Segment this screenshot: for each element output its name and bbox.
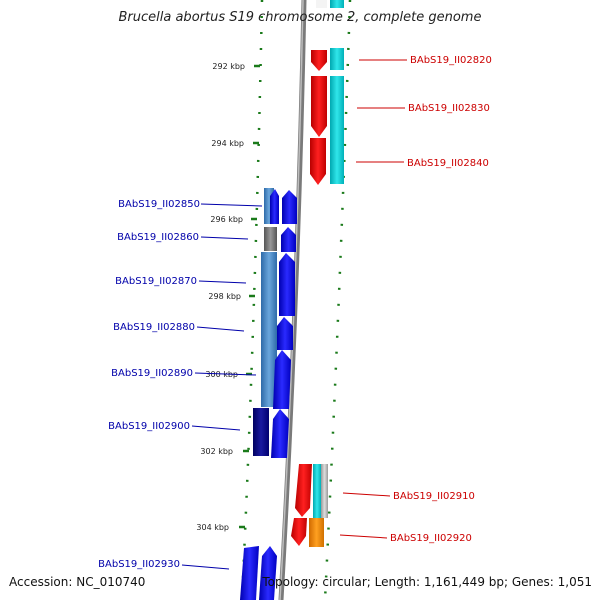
gene-arrow-small-2[interactable]	[259, 546, 277, 600]
cog-track-block	[313, 464, 321, 518]
cog-track-block	[253, 408, 269, 456]
gene-arrow-BAbS19_II02840[interactable]	[310, 138, 326, 185]
tick-label: 296 kbp	[210, 215, 243, 224]
tick-label: 298 kbp	[208, 292, 241, 301]
gene-label[interactable]: BAbS19_II02930	[98, 559, 180, 570]
cog-track-block	[330, 76, 344, 184]
gene-arrow-BAbS19_II02930[interactable]	[240, 546, 259, 600]
gene-label[interactable]: BAbS19_II02890	[111, 368, 193, 379]
gene-labels: BAbS19_II02820 BAbS19_II02830 BAbS19_II0…	[98, 55, 492, 570]
cog-track-block	[321, 464, 328, 518]
cog-track-block	[309, 518, 324, 547]
cog-track-block	[261, 252, 277, 407]
gene-arrow-BAbS19_II02880[interactable]	[277, 317, 293, 350]
gene-label[interactable]: BAbS19_II02870	[115, 276, 197, 287]
gene-arrow-BAbS19_II02870[interactable]	[279, 253, 295, 316]
cog-track-block	[264, 188, 274, 224]
tick-label: 292 kbp	[212, 62, 245, 71]
map-title: Brucella abortus S19 chromosome 2, compl…	[118, 10, 482, 25]
cog-track-block	[330, 48, 344, 70]
gene-label[interactable]: BAbS19_II02830	[408, 103, 490, 114]
gene-arrow-BAbS19_II02910[interactable]	[295, 464, 312, 517]
genome-info-text: Topology: circular; Length: 1,161,449 bp…	[262, 575, 592, 589]
gene-arrow-small[interactable]	[270, 189, 279, 224]
backbone	[278, 0, 307, 600]
tick-label: 300 kbp	[205, 370, 238, 379]
tick-label: 294 kbp	[211, 139, 244, 148]
gene-label[interactable]: BAbS19_II02880	[113, 322, 195, 333]
tick-labels: 292 kbp 294 kbp 296 kbp 298 kbp 300 kbp …	[196, 62, 245, 532]
gene-label[interactable]: BAbS19_II02840	[407, 158, 489, 169]
gene-arrow-BAbS19_II02920[interactable]	[291, 518, 307, 546]
accession-text: Accession: NC_010740	[9, 575, 146, 589]
gene-label[interactable]: BAbS19_II02900	[108, 421, 190, 432]
tick-label: 304 kbp	[196, 523, 229, 532]
cog-track-block	[264, 227, 277, 251]
gene-arrow-BAbS19_II02850[interactable]	[282, 190, 297, 224]
gene-arrow-BAbS19_II02900[interactable]	[271, 409, 289, 458]
gene-arrow-BAbS19_II02830[interactable]	[311, 76, 327, 137]
gene-arrow-BAbS19_II02890[interactable]	[273, 350, 291, 409]
tick-marks	[239, 64, 260, 529]
gene-stub	[316, 0, 327, 8]
outer-ring-left	[240, 0, 264, 600]
gene-label[interactable]: BAbS19_II02820	[410, 55, 492, 66]
cog-track-block	[330, 0, 344, 8]
gene-arrow-BAbS19_II02820[interactable]	[311, 50, 327, 71]
tick-label: 302 kbp	[200, 447, 233, 456]
gene-label[interactable]: BAbS19_II02860	[117, 232, 199, 243]
label-connectors	[181, 59, 407, 570]
gene-label[interactable]: BAbS19_II02910	[393, 491, 475, 502]
gene-arrow-BAbS19_II02860[interactable]	[281, 227, 296, 252]
gene-label[interactable]: BAbS19_II02850	[118, 199, 200, 210]
gene-label[interactable]: BAbS19_II02920	[390, 533, 472, 544]
